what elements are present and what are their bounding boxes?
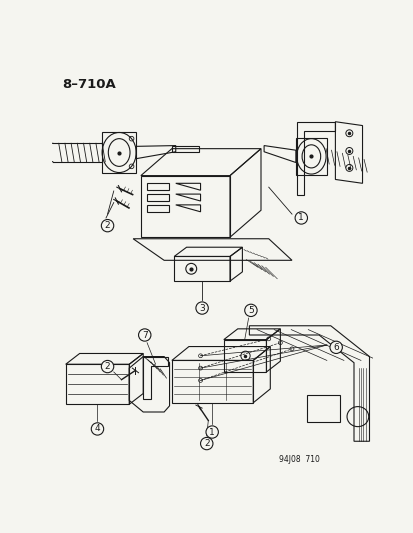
Circle shape [244, 304, 256, 317]
Text: 2: 2 [104, 362, 110, 371]
Text: 8–710A: 8–710A [62, 78, 116, 91]
Circle shape [294, 212, 307, 224]
Text: 2: 2 [104, 221, 110, 230]
Text: 6: 6 [332, 343, 338, 352]
Text: 2: 2 [204, 439, 209, 448]
Text: 1: 1 [298, 213, 304, 222]
Circle shape [200, 438, 212, 450]
Circle shape [101, 360, 114, 373]
Text: 7: 7 [142, 330, 147, 340]
Text: 3: 3 [199, 304, 204, 312]
Circle shape [138, 329, 151, 341]
Circle shape [91, 423, 103, 435]
Circle shape [195, 302, 208, 314]
Circle shape [206, 426, 218, 438]
Text: 4: 4 [95, 424, 100, 433]
Circle shape [329, 341, 342, 353]
Text: 94J08  710: 94J08 710 [279, 455, 319, 464]
Text: 5: 5 [247, 306, 253, 315]
Text: 1: 1 [209, 427, 214, 437]
Circle shape [101, 220, 114, 232]
